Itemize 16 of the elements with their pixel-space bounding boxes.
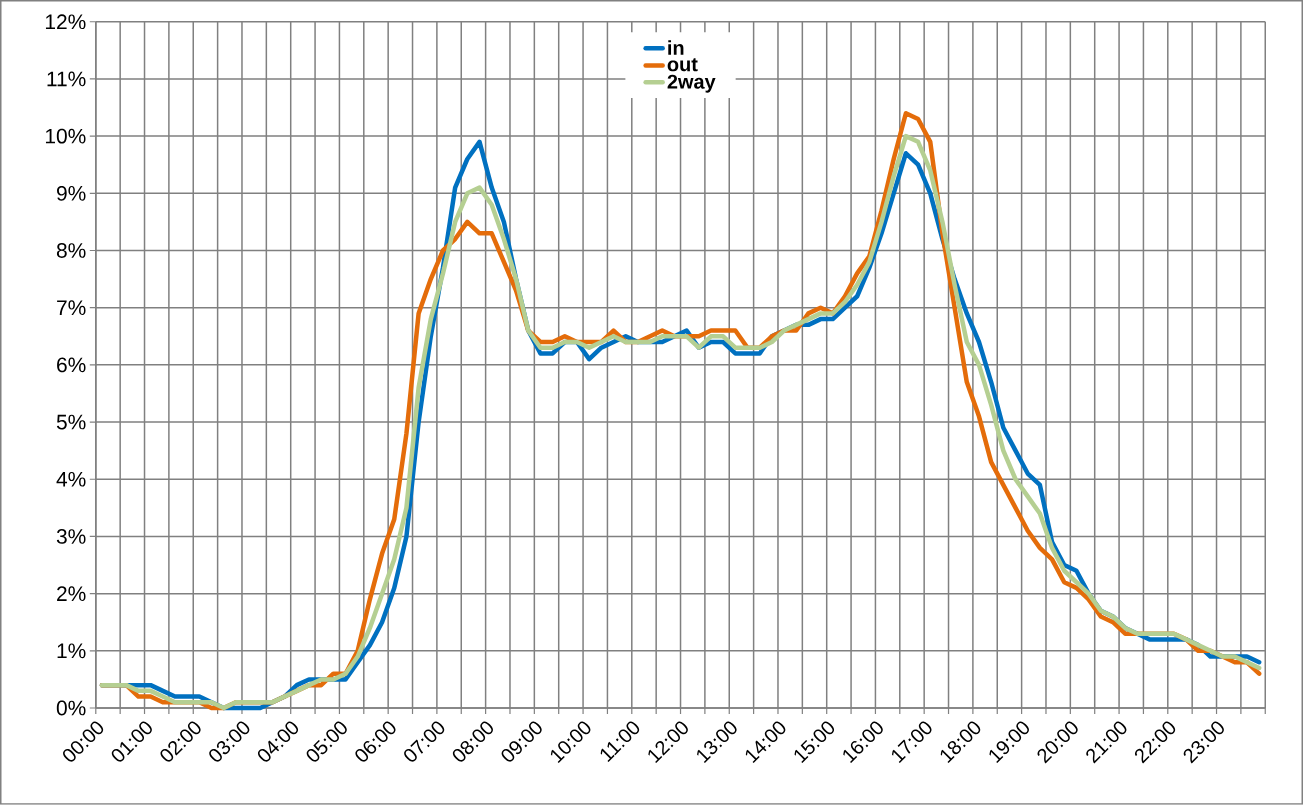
y-tick-label: 4% (56, 472, 86, 487)
y-tick-label: 8% (56, 243, 86, 258)
y-tick-label: 7% (57, 300, 86, 316)
y-tick-label: 6% (57, 357, 86, 373)
y-tick-label: 9% (57, 185, 86, 201)
y-tick-label: 0% (56, 700, 86, 716)
legend-label: out (667, 58, 698, 72)
y-tick-label: 3% (56, 529, 86, 544)
y-tick-label: 12% (45, 14, 86, 30)
legend-label: in (668, 40, 684, 55)
y-tick-label: 2% (57, 586, 86, 602)
legend-label: 2way (667, 74, 716, 93)
y-tick-label: 1% (57, 643, 86, 659)
y-tick-label: 11% (47, 71, 86, 87)
y-tick-label: 10% (45, 128, 86, 144)
y-tick-label: 5% (56, 414, 86, 430)
